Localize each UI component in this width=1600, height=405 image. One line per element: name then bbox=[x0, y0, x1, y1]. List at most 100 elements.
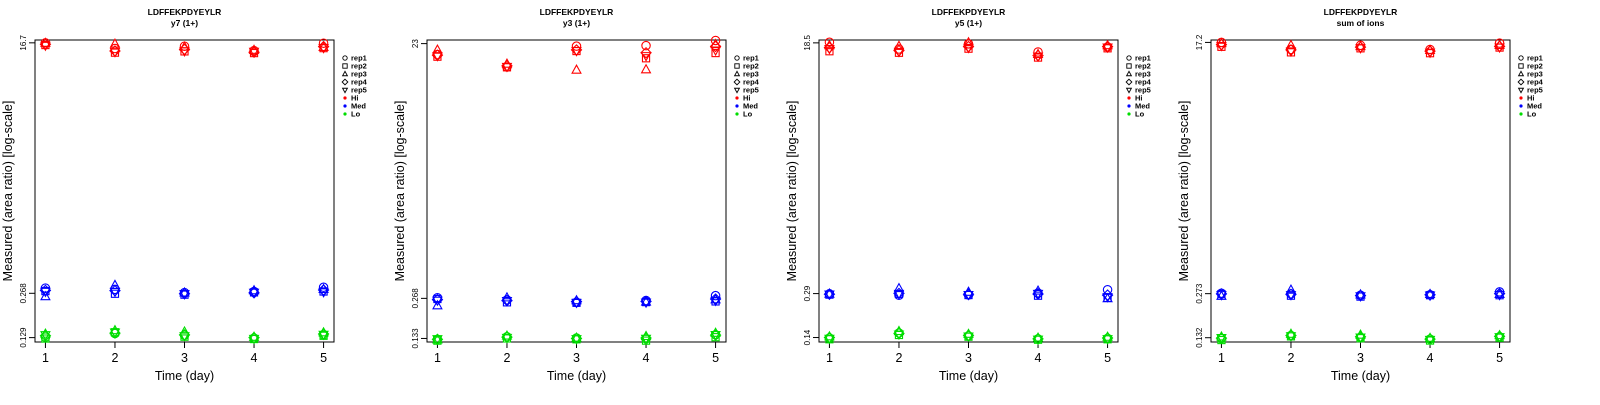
x-tick-label: 2 bbox=[1287, 351, 1294, 365]
data-point bbox=[1285, 332, 1297, 342]
data-point bbox=[1424, 288, 1436, 299]
legend-label: rep4 bbox=[1135, 78, 1152, 87]
data-point bbox=[824, 37, 835, 47]
legend-label: rep2 bbox=[351, 62, 367, 71]
chart-subtitle: sum of ions bbox=[1337, 18, 1385, 28]
data-point bbox=[1285, 291, 1297, 301]
y-axis-label: Measured (area ratio) [log-scale] bbox=[1, 101, 15, 282]
legend-symbol bbox=[1125, 87, 1133, 94]
data-point bbox=[963, 43, 974, 54]
legend-symbol bbox=[1126, 63, 1132, 69]
legend-label: Med bbox=[743, 102, 758, 111]
legend-dot bbox=[1519, 96, 1523, 100]
x-tick-label: 3 bbox=[573, 351, 580, 365]
data-point bbox=[710, 46, 721, 57]
data-point bbox=[1424, 335, 1436, 346]
legend-symbol bbox=[734, 63, 740, 69]
legend-dot bbox=[735, 104, 739, 108]
data-point bbox=[432, 52, 443, 62]
data-point bbox=[893, 47, 905, 58]
data-point bbox=[710, 293, 721, 304]
x-tick-label: 4 bbox=[1035, 351, 1042, 365]
legend-symbol bbox=[733, 70, 741, 77]
data-point bbox=[318, 44, 329, 54]
legend-dot bbox=[1127, 112, 1131, 116]
legend-label: rep5 bbox=[1527, 86, 1543, 95]
x-tick-label: 1 bbox=[1218, 351, 1225, 365]
data-point bbox=[109, 37, 121, 48]
data-point bbox=[501, 62, 513, 73]
legend-label: rep4 bbox=[743, 78, 760, 87]
data-point bbox=[1355, 40, 1366, 51]
legend-dot bbox=[1519, 112, 1523, 116]
data-point bbox=[1032, 335, 1044, 346]
data-point bbox=[1285, 284, 1297, 294]
chart-title: LDFFEKPDYEYLR bbox=[148, 7, 222, 17]
data-point bbox=[824, 288, 835, 298]
series-lo bbox=[431, 327, 722, 346]
data-point bbox=[1424, 48, 1436, 59]
x-tick-label: 1 bbox=[42, 351, 49, 365]
series-hi bbox=[431, 35, 722, 74]
data-point bbox=[710, 331, 721, 341]
data-point bbox=[1494, 333, 1505, 343]
x-tick-label: 2 bbox=[895, 351, 902, 365]
legend-label: Hi bbox=[1527, 94, 1535, 103]
data-point bbox=[1216, 334, 1227, 344]
data-point bbox=[893, 289, 905, 300]
legend-label: rep3 bbox=[743, 70, 759, 79]
x-tick-label: 5 bbox=[1496, 351, 1503, 365]
data-point bbox=[501, 333, 513, 344]
legend-label: rep4 bbox=[1527, 78, 1544, 87]
series-lo bbox=[823, 325, 1114, 346]
x-tick-label: 1 bbox=[826, 351, 833, 365]
y-tick-label: 0.273 bbox=[1195, 283, 1204, 304]
series-hi bbox=[1215, 37, 1506, 59]
legend-symbol bbox=[1517, 78, 1525, 86]
data-point bbox=[963, 332, 974, 343]
legend-dot bbox=[735, 112, 739, 116]
legend-label: Med bbox=[351, 102, 366, 111]
data-point bbox=[1216, 41, 1227, 52]
data-point bbox=[640, 46, 652, 59]
data-point bbox=[893, 282, 905, 293]
data-point bbox=[1494, 38, 1505, 48]
data-point bbox=[640, 298, 652, 309]
data-point bbox=[248, 47, 260, 58]
data-point bbox=[1102, 293, 1113, 303]
series-hi bbox=[823, 36, 1114, 63]
legend-dot bbox=[735, 96, 739, 100]
legend-symbol bbox=[341, 70, 349, 77]
legend-label: rep1 bbox=[1527, 54, 1543, 63]
legend-label: rep2 bbox=[743, 62, 759, 71]
data-point bbox=[1032, 52, 1044, 63]
y-tick-label: 0.132 bbox=[1195, 327, 1204, 348]
data-point bbox=[1355, 333, 1366, 344]
y-tick-label: 0.29 bbox=[803, 285, 812, 301]
legend-symbol bbox=[1125, 78, 1133, 86]
data-point bbox=[432, 299, 443, 310]
data-point bbox=[248, 288, 260, 299]
series-lo bbox=[1215, 328, 1506, 346]
series-lo bbox=[39, 324, 330, 345]
legend-symbol bbox=[1518, 55, 1524, 61]
data-point bbox=[641, 54, 651, 63]
x-axis-label: Time (day) bbox=[155, 369, 214, 383]
x-axis-label: Time (day) bbox=[939, 369, 998, 383]
data-point bbox=[893, 330, 905, 341]
legend-label: Lo bbox=[1135, 110, 1145, 119]
data-point bbox=[40, 287, 51, 298]
plot-frame bbox=[818, 39, 1119, 343]
data-point bbox=[179, 290, 190, 300]
data-point bbox=[1032, 289, 1044, 300]
legend-dot bbox=[343, 104, 347, 108]
chart-title: LDFFEKPDYEYLR bbox=[540, 7, 614, 17]
x-tick-label: 3 bbox=[1357, 351, 1364, 365]
data-point bbox=[640, 334, 652, 345]
y-axis-label: Measured (area ratio) [log-scale] bbox=[393, 101, 407, 282]
y-tick-label: 17.2 bbox=[1195, 34, 1204, 50]
